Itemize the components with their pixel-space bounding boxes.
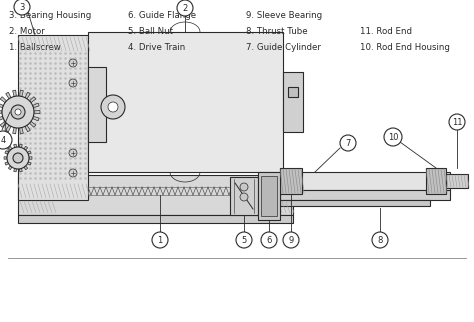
- Bar: [18, 215, 293, 223]
- Bar: [446, 174, 468, 188]
- Bar: [288, 87, 298, 97]
- Circle shape: [240, 183, 248, 191]
- Circle shape: [152, 232, 168, 248]
- Circle shape: [340, 135, 356, 151]
- Text: 4: 4: [0, 136, 6, 145]
- Bar: [280, 172, 450, 190]
- Bar: [230, 177, 258, 215]
- Polygon shape: [25, 92, 30, 99]
- Bar: [261, 176, 277, 216]
- Circle shape: [240, 193, 248, 201]
- Circle shape: [236, 232, 252, 248]
- Text: 4. Drive Train: 4. Drive Train: [128, 43, 185, 52]
- Circle shape: [261, 232, 277, 248]
- Circle shape: [101, 95, 125, 119]
- Bar: [258, 172, 280, 220]
- Bar: [88, 67, 106, 142]
- Text: 6. Guide Flange: 6. Guide Flange: [128, 11, 196, 20]
- Text: 1. Ballscrew: 1. Ballscrew: [9, 43, 61, 52]
- Polygon shape: [27, 151, 31, 154]
- Text: 5. Ball Nut: 5. Ball Nut: [128, 27, 173, 36]
- Text: 9. Sleeve Bearing: 9. Sleeve Bearing: [246, 11, 323, 20]
- Polygon shape: [33, 103, 39, 108]
- Text: 3. Bearing Housing: 3. Bearing Housing: [9, 11, 92, 20]
- Circle shape: [384, 128, 402, 146]
- Text: 11. Rod End: 11. Rod End: [360, 27, 412, 36]
- Bar: [88, 32, 283, 172]
- Circle shape: [283, 232, 299, 248]
- Circle shape: [449, 114, 465, 130]
- Polygon shape: [0, 117, 3, 121]
- Polygon shape: [9, 146, 12, 150]
- Polygon shape: [29, 121, 36, 127]
- Polygon shape: [13, 128, 16, 134]
- Circle shape: [2, 96, 34, 128]
- Polygon shape: [6, 125, 11, 132]
- Circle shape: [108, 102, 118, 112]
- Circle shape: [14, 0, 30, 15]
- Circle shape: [177, 0, 193, 16]
- Text: 2. Motor: 2. Motor: [9, 27, 45, 36]
- Circle shape: [69, 169, 77, 177]
- Text: 9: 9: [288, 235, 293, 244]
- Polygon shape: [27, 162, 31, 165]
- Polygon shape: [19, 168, 22, 172]
- Circle shape: [7, 147, 29, 169]
- Polygon shape: [20, 90, 23, 97]
- Bar: [18, 35, 88, 200]
- Polygon shape: [9, 166, 12, 170]
- Bar: [280, 200, 430, 206]
- Text: 2: 2: [182, 4, 188, 13]
- Text: 7. Guide Cylinder: 7. Guide Cylinder: [246, 43, 321, 52]
- Text: 3: 3: [19, 3, 25, 12]
- Bar: [18, 175, 293, 215]
- Polygon shape: [33, 117, 39, 121]
- Text: 6: 6: [266, 235, 272, 244]
- Text: 10: 10: [388, 132, 398, 141]
- Bar: [280, 190, 450, 200]
- Text: 7: 7: [346, 138, 351, 147]
- Text: 8. Thrust Tube: 8. Thrust Tube: [246, 27, 308, 36]
- Circle shape: [11, 105, 25, 119]
- Polygon shape: [6, 92, 11, 99]
- Text: 11: 11: [452, 118, 462, 127]
- Polygon shape: [13, 90, 16, 97]
- Polygon shape: [20, 128, 23, 134]
- Circle shape: [372, 232, 388, 248]
- Polygon shape: [14, 144, 17, 147]
- Circle shape: [13, 153, 23, 163]
- Circle shape: [69, 59, 77, 67]
- Text: 5: 5: [241, 235, 246, 244]
- Circle shape: [69, 79, 77, 87]
- Bar: [426, 168, 446, 194]
- Polygon shape: [4, 157, 7, 159]
- Polygon shape: [0, 103, 3, 108]
- Bar: [280, 168, 302, 194]
- Polygon shape: [0, 97, 7, 103]
- Polygon shape: [0, 121, 7, 127]
- Polygon shape: [19, 144, 22, 147]
- Polygon shape: [24, 166, 27, 170]
- Circle shape: [0, 131, 12, 149]
- Polygon shape: [24, 146, 27, 150]
- Polygon shape: [29, 157, 32, 159]
- Polygon shape: [34, 110, 40, 114]
- Polygon shape: [0, 110, 2, 114]
- Polygon shape: [5, 162, 9, 165]
- Polygon shape: [5, 151, 9, 154]
- Polygon shape: [25, 125, 30, 132]
- Circle shape: [69, 149, 77, 157]
- Text: 1: 1: [157, 235, 163, 244]
- Polygon shape: [14, 168, 17, 172]
- Text: 10. Rod End Housing: 10. Rod End Housing: [360, 43, 450, 52]
- Text: 8: 8: [377, 235, 383, 244]
- Circle shape: [15, 109, 21, 115]
- Polygon shape: [29, 97, 36, 103]
- Bar: [283, 72, 303, 132]
